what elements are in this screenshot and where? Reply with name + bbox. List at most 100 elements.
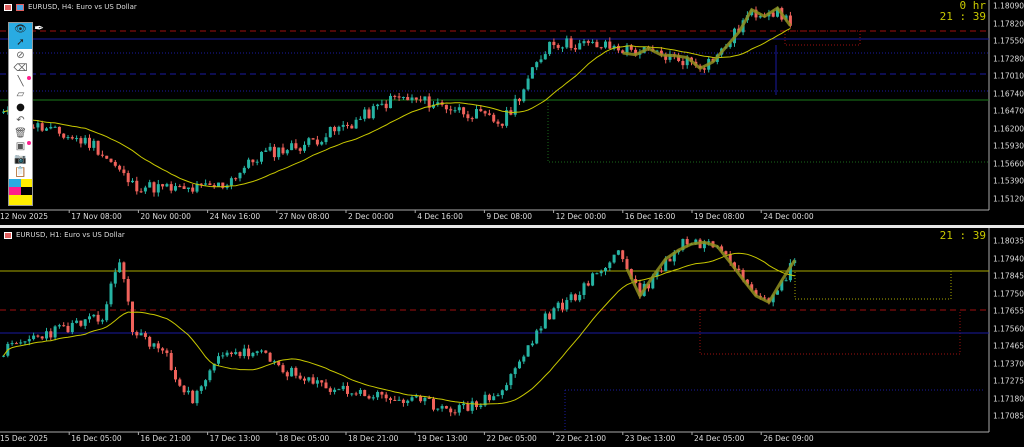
candle-body xyxy=(621,50,625,54)
time-label: 4 Dec 16:00 xyxy=(417,212,463,221)
red-dotted-rect[interactable] xyxy=(784,30,861,46)
candle-body xyxy=(247,159,251,168)
candle-body xyxy=(548,313,552,320)
candle-body xyxy=(45,128,48,131)
candle xyxy=(565,297,569,312)
candle xyxy=(573,44,577,53)
candle-body xyxy=(161,348,165,351)
timer-minutes: 21 : 39 xyxy=(939,10,986,23)
candle-body xyxy=(741,269,745,280)
hide-icon[interactable]: ⊘ xyxy=(16,49,25,61)
price-label: 1.16470 xyxy=(993,106,1024,116)
candle-body xyxy=(659,270,663,272)
h1-chart-canvas[interactable] xyxy=(0,228,1024,447)
h4-chart-pane[interactable]: EURUSD, H4: Euro vs US Dollar 0 hr 21 : 3… xyxy=(0,0,1024,225)
price-label: 1.15120 xyxy=(993,194,1024,203)
candle-body xyxy=(53,326,57,338)
candle xyxy=(393,395,397,401)
color-swatch-yellow[interactable] xyxy=(20,179,32,187)
chart-menu-icon[interactable] xyxy=(4,231,12,239)
zigzag-indicator-line[interactable] xyxy=(625,240,796,305)
candle xyxy=(57,126,61,137)
candle-body xyxy=(763,297,767,299)
price-label: 1.18035 xyxy=(993,236,1024,246)
candle-body xyxy=(79,138,83,144)
candle-body xyxy=(92,314,96,317)
candle-body xyxy=(118,165,122,170)
candle xyxy=(238,351,242,359)
dot-icon[interactable]: ● xyxy=(16,101,25,113)
color-swatch-magenta[interactable] xyxy=(9,187,21,195)
candle xyxy=(466,401,470,412)
candle-body xyxy=(758,16,762,18)
candle xyxy=(496,119,500,127)
candle xyxy=(255,159,259,166)
candle-body xyxy=(530,67,534,79)
candle-body xyxy=(397,96,401,98)
clipboard-icon[interactable]: 📋 xyxy=(14,166,27,178)
candle xyxy=(423,396,427,406)
candle-body xyxy=(569,38,573,48)
chart-type-icon[interactable] xyxy=(16,3,24,11)
pen-icon[interactable]: ✒ xyxy=(34,21,45,35)
color-swatch-cyan[interactable] xyxy=(9,179,21,187)
color-palette-icon[interactable] xyxy=(9,179,32,205)
candle-body xyxy=(780,280,784,291)
candle-body xyxy=(522,356,526,362)
price-label: 1.17280 xyxy=(993,54,1024,63)
eraser-icon[interactable]: ⌫ xyxy=(13,62,28,74)
candle-body xyxy=(324,382,328,389)
candle xyxy=(195,181,199,194)
candle xyxy=(591,39,595,44)
screen-icon[interactable]: ▣ xyxy=(9,140,32,153)
price-label: 1.18090 xyxy=(993,1,1024,11)
eye-icon[interactable]: 👁 xyxy=(9,23,32,36)
chart-menu-icon[interactable] xyxy=(4,3,12,11)
candle xyxy=(260,151,263,165)
drawing-toolbar[interactable]: 👁 ➚ ⊘ ⌫ ╲ ▱ ● ↶ 🗑 ▣ 📷 📋 xyxy=(8,22,33,206)
cursor-arrow-icon[interactable]: ➚ xyxy=(9,36,32,49)
candle xyxy=(466,110,470,122)
candle xyxy=(328,386,332,395)
pane-divider[interactable] xyxy=(0,225,1024,228)
candle-timer: 0 hr 21 : 39 xyxy=(940,0,986,22)
candle-body xyxy=(358,389,362,394)
candle-body xyxy=(307,377,311,381)
color-swatch-black[interactable] xyxy=(20,187,32,195)
ruler-eraser-icon[interactable]: ▱ xyxy=(16,88,25,100)
price-label: 1.17820 xyxy=(993,19,1024,28)
candle xyxy=(599,269,603,277)
moving-average-line[interactable] xyxy=(3,27,791,188)
h4-chart-canvas[interactable] xyxy=(0,0,1024,225)
candle xyxy=(32,124,36,129)
line-icon[interactable]: ╲ xyxy=(9,75,32,88)
candle xyxy=(380,99,384,106)
candle-body xyxy=(513,98,517,115)
candle-body xyxy=(143,187,147,192)
red-dotted-rect[interactable] xyxy=(699,310,961,355)
chart-title: EURUSD, H4: Euro vs US Dollar xyxy=(4,3,137,11)
h1-chart-pane[interactable]: EURUSD, H1: Euro vs US Dollar 21 : 39 1.… xyxy=(0,228,1024,447)
candle xyxy=(251,351,255,358)
candle-body xyxy=(40,123,44,131)
zigzag-indicator-line[interactable] xyxy=(622,5,792,71)
candle-body xyxy=(40,336,44,339)
candle-body xyxy=(423,96,427,101)
candle xyxy=(513,366,517,378)
candle xyxy=(143,331,147,340)
yellow-dotted-rect[interactable] xyxy=(794,270,952,300)
candle-body xyxy=(341,124,345,127)
green-dotted-rect[interactable] xyxy=(547,100,989,163)
undo-icon[interactable]: ↶ xyxy=(16,114,25,126)
candle xyxy=(358,388,362,397)
trash-icon[interactable]: 🗑 xyxy=(14,127,27,139)
camera-icon[interactable]: 📷 xyxy=(14,153,27,165)
candle-body xyxy=(294,367,298,376)
candle-body xyxy=(664,258,668,272)
candle xyxy=(27,335,31,346)
price-label: 1.17750 xyxy=(993,289,1024,298)
candle-body xyxy=(169,184,173,191)
candle-body xyxy=(788,15,792,26)
color-swatch-yellow-large[interactable] xyxy=(9,195,32,205)
moving-average-line[interactable] xyxy=(3,252,795,405)
